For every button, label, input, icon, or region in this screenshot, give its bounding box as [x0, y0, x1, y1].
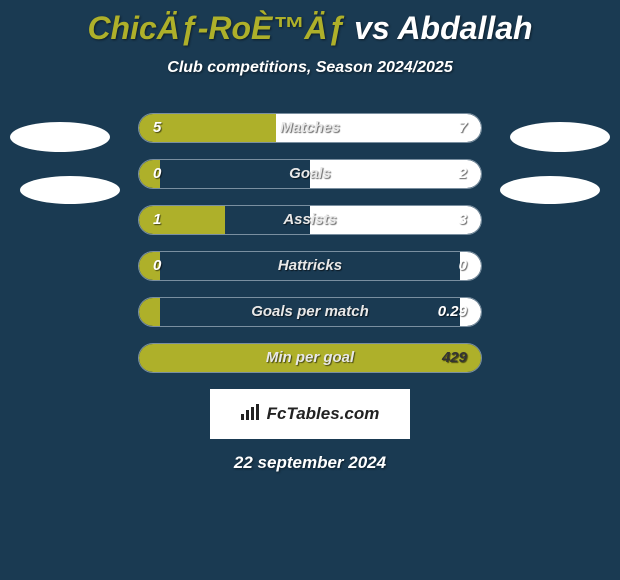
subtitle: Club competitions, Season 2024/2025: [0, 59, 620, 77]
player1-avatar-placeholder-2: [20, 176, 120, 204]
stat-value-left: 0: [153, 160, 161, 188]
date-text: 22 september 2024: [0, 453, 620, 473]
stat-value-left: 1: [153, 206, 161, 234]
chart-icon: [241, 404, 261, 425]
player2-name: Abdallah: [397, 10, 532, 46]
stat-row: Goals0 2: [138, 159, 482, 189]
stat-value-right: 0: [459, 252, 467, 280]
player2-avatar-placeholder-2: [500, 176, 600, 204]
stats-container: Matches57Goals02Assists13Hattricks00Goal…: [138, 113, 482, 373]
brand-badge: FcTables.com: [210, 389, 410, 439]
stat-row: Matches5 7: [138, 113, 482, 143]
player1-avatar-placeholder: [10, 122, 110, 152]
comparison-title: ChicÄƒ-RoÈ™Äƒ vs Abdallah: [0, 0, 620, 47]
stat-value-right: 429: [442, 344, 467, 372]
stat-value-right: 2: [459, 160, 467, 188]
stat-row: Assists1 3: [138, 205, 482, 235]
stat-label: Goals: [139, 160, 481, 188]
stat-label: Min per goal: [139, 344, 481, 372]
stat-value-right: 3: [459, 206, 467, 234]
stat-label: Assists: [139, 206, 481, 234]
stat-value-left: 0: [153, 252, 161, 280]
stat-label: Goals per match: [139, 298, 481, 326]
stat-row: Hattricks0 0: [138, 251, 482, 281]
brand-text: FcTables.com: [267, 404, 380, 424]
stat-value-left: 5: [153, 114, 161, 142]
stat-row: Goals per match0.29: [138, 297, 482, 327]
stat-row: Min per goal429: [138, 343, 482, 373]
stat-label: Hattricks: [139, 252, 481, 280]
player2-avatar-placeholder: [510, 122, 610, 152]
stat-value-right: 7: [459, 114, 467, 142]
player1-name: ChicÄƒ-RoÈ™Äƒ: [87, 10, 345, 46]
stat-value-right: 0.29: [438, 298, 467, 326]
vs-text: vs: [354, 10, 390, 46]
stat-label: Matches: [139, 114, 481, 142]
